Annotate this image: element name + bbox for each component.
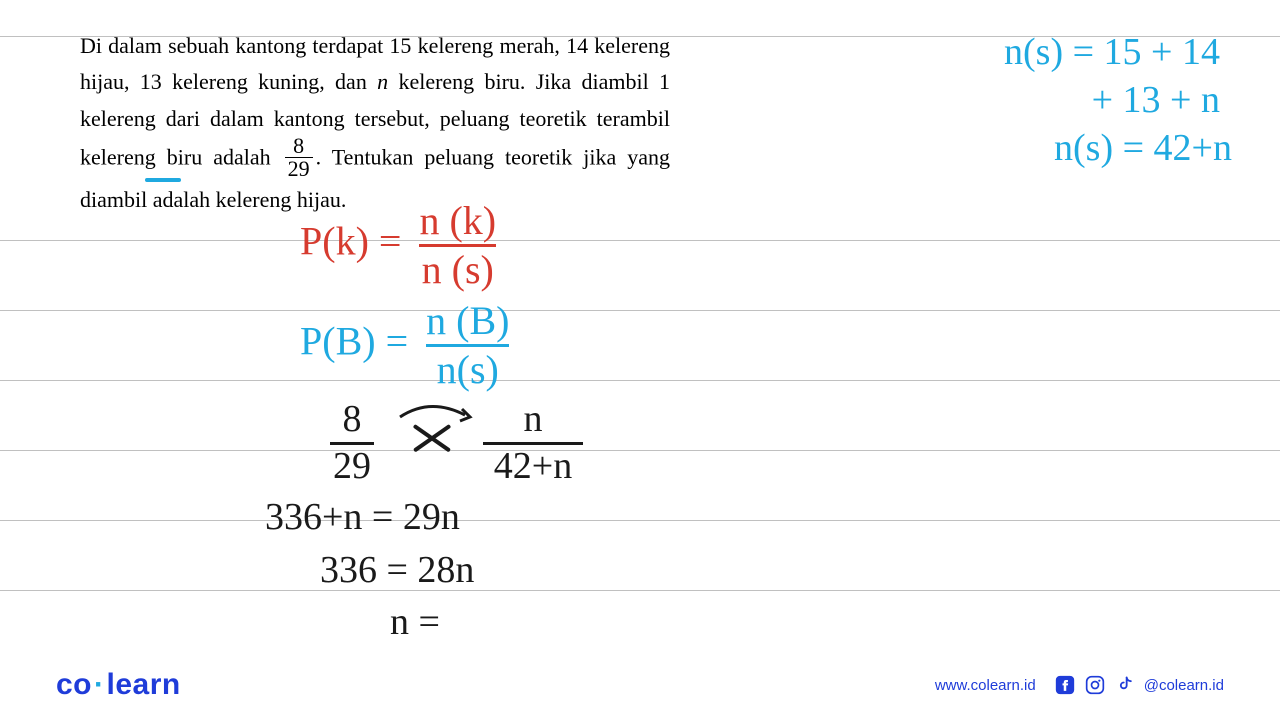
work-pb: P(B) = n (B) n(s): [300, 300, 509, 391]
logo-dot-icon: ·: [94, 668, 105, 701]
social-icons: @colearn.id: [1054, 674, 1224, 696]
rule-line: [0, 310, 1280, 311]
work-pk-eq: P(k) =: [300, 219, 401, 264]
work-pk-num: n (k): [419, 200, 496, 242]
logo-learn: learn: [107, 668, 181, 701]
instagram-icon: [1084, 674, 1106, 696]
work-pb-den: n(s): [426, 349, 509, 391]
fraction-underline: [145, 178, 181, 182]
facebook-icon: [1054, 674, 1076, 696]
work-pk-den: n (s): [419, 249, 496, 291]
work-ns-line2: + 13 + n: [1092, 78, 1220, 122]
work-pb-num: n (B): [426, 300, 509, 342]
footer-handle: @colearn.id: [1144, 677, 1224, 694]
cross-multiply-arrows: [390, 397, 510, 482]
rule-line: [0, 240, 1280, 241]
work-line5: 336 = 28n: [320, 548, 474, 592]
footer: co·learn www.colearn.id @colearn.id: [0, 650, 1280, 720]
work-line4: 336+n = 29n: [265, 495, 460, 539]
work-ns-line1: n(s) = 15 + 14: [1004, 30, 1220, 74]
rule-line: [0, 450, 1280, 451]
logo-co: co: [56, 668, 92, 701]
problem-fraction: 829: [285, 135, 313, 180]
problem-italic-n: n: [377, 69, 388, 94]
rule-line: [0, 590, 1280, 591]
fraction-numerator: 8: [285, 135, 313, 158]
work-line6: n =: [390, 600, 440, 644]
brand-logo: co·learn: [56, 668, 181, 702]
rule-line: [0, 380, 1280, 381]
footer-url: www.colearn.id: [935, 677, 1036, 694]
work-8: 8: [330, 400, 374, 440]
footer-right: www.colearn.id @colearn.id: [935, 674, 1224, 696]
work-29: 29: [330, 447, 374, 487]
problem-text: Di dalam sebuah kantong terdapat 15 kele…: [80, 28, 670, 218]
work-ns-line3: n(s) = 42+n: [1054, 126, 1232, 170]
rule-line: [0, 520, 1280, 521]
tiktok-icon: [1114, 674, 1136, 696]
work-pb-eq: P(B) =: [300, 319, 408, 364]
fraction-denominator: 29: [285, 158, 313, 180]
work-pk: P(k) = n (k) n (s): [300, 200, 496, 291]
